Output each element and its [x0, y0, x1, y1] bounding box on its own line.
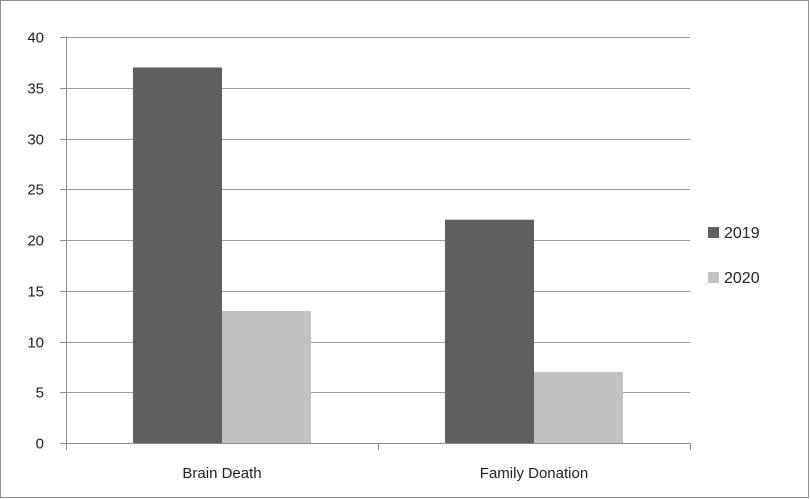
bar-2020-family-donation	[534, 371, 623, 443]
y-tick-label: 25	[27, 182, 44, 199]
y-tick-label: 0	[36, 436, 44, 453]
x-tick-label: Brain Death	[182, 465, 261, 482]
y-tick-label: 10	[27, 335, 44, 352]
y-tick-label: 30	[27, 132, 44, 149]
x-tick-label: Family Donation	[480, 465, 588, 482]
legend-swatch-2020	[708, 272, 719, 283]
y-tick-label: 5	[36, 385, 44, 402]
bar-2019-brain-death	[133, 67, 222, 443]
y-tick-labels: 0 5 10 15 20 25 30 35 40	[27, 30, 44, 453]
legend-label-2020: 2020	[724, 270, 760, 287]
legend-swatch-2019	[708, 227, 719, 238]
bar-2019-family-donation	[445, 219, 534, 443]
legend: 2019 2020	[708, 225, 760, 287]
y-tick-label: 15	[27, 284, 44, 301]
y-tick-label: 40	[27, 30, 44, 47]
y-tick-label: 35	[27, 81, 44, 98]
x-tick-labels: Brain Death Family Donation	[182, 465, 588, 482]
bars	[133, 67, 623, 443]
bar-2020-brain-death	[222, 311, 311, 443]
legend-label-2019: 2019	[724, 225, 760, 242]
axes	[66, 37, 691, 450]
y-tick-label: 20	[27, 233, 44, 250]
